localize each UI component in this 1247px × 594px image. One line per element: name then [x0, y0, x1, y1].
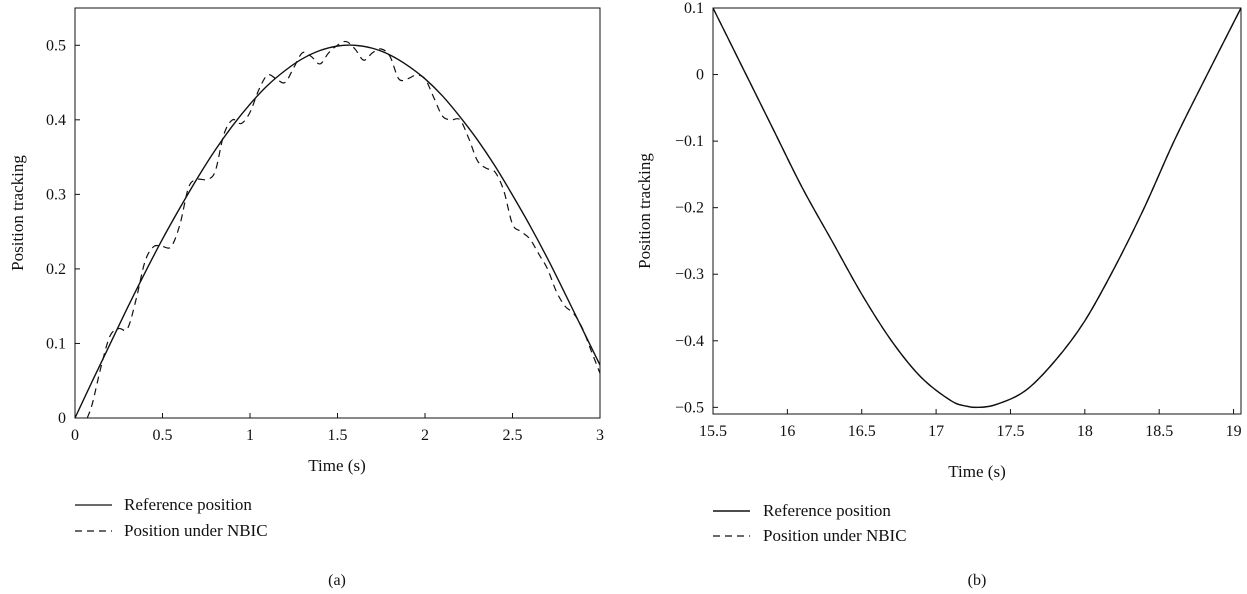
series-line-reference	[712, 7, 1242, 409]
x-tick-label: 1.5	[328, 427, 348, 444]
y-tick-label: −0.2	[675, 200, 704, 217]
legend-label-nbic: Position under NBIC	[124, 521, 268, 540]
x-tick-label: 18	[1077, 423, 1093, 440]
y-ticks: 0 0.1 0.2 0.3 0.4 0.5	[46, 37, 80, 427]
x-tick-label: 2.5	[503, 427, 523, 444]
x-ticks: 0 0.5 1 1.5 2 2.5 3	[71, 413, 604, 444]
y-tick-label: 0.1	[684, 0, 704, 17]
y-axis-label: Position tracking	[8, 155, 27, 271]
y-tick-label: −0.5	[675, 399, 704, 416]
x-tick-label: 17	[928, 423, 944, 440]
series-line-reference	[74, 44, 601, 419]
series-layer	[74, 40, 601, 419]
y-tick-label: 0.3	[46, 186, 66, 203]
legend-label-reference: Reference position	[124, 495, 252, 514]
legend: Reference position Position under NBIC	[75, 495, 268, 540]
x-tick-label: 1	[246, 427, 254, 444]
panel-label: (b)	[968, 572, 987, 589]
x-tick-label: 18.5	[1145, 423, 1173, 440]
chart-panel-b: 15.5 16 16.5 17 17.5 18 18.5 19 0.1 0 −0.1 −0.2 −0.…	[635, 0, 1242, 589]
x-tick-label: 2	[421, 427, 429, 444]
y-tick-label: 0	[696, 67, 704, 84]
y-tick-label: 0.4	[46, 112, 66, 129]
series-line-nbic	[712, 7, 1242, 408]
legend: Reference position Position under NBIC	[713, 501, 907, 545]
plot-frame	[712, 7, 1242, 415]
plot-frame	[74, 7, 601, 419]
series-layer	[712, 7, 1242, 409]
series-line-nbic	[86, 40, 601, 419]
y-tick-label: −0.1	[675, 133, 704, 150]
x-tick-label: 19	[1226, 423, 1242, 440]
y-tick-label: 0.1	[46, 335, 66, 352]
y-tick-label: −0.4	[675, 333, 704, 350]
legend-label-nbic: Position under NBIC	[763, 526, 907, 545]
legend-label-reference: Reference position	[763, 501, 891, 520]
panel-label: (a)	[328, 572, 346, 589]
x-axis-label: Time (s)	[948, 462, 1005, 481]
x-tick-label: 16.5	[848, 423, 876, 440]
y-tick-label: 0.5	[46, 37, 66, 54]
x-tick-label: 17.5	[996, 423, 1024, 440]
y-axis-label: Position tracking	[635, 153, 654, 269]
x-tick-label: 0	[71, 427, 79, 444]
x-tick-label: 15.5	[699, 423, 727, 440]
x-tick-label: 0.5	[153, 427, 173, 444]
y-tick-label: 0.2	[46, 261, 66, 278]
y-ticks: 0.1 0 −0.1 −0.2 −0.3 −0.4 −0.5	[675, 0, 718, 416]
x-tick-label: 3	[596, 427, 604, 444]
chart-panel-a: 0 0.5 1 1.5 2 2.5 3 00.10.20.30.40.5 Time (s) …	[8, 7, 604, 589]
y-tick-label: 0	[58, 410, 66, 427]
x-ticks: 15.5 16 16.5 17 17.5 18 18.5 19	[699, 409, 1242, 440]
x-tick-label: 16	[779, 423, 795, 440]
y-tick-label: −0.3	[675, 266, 704, 283]
x-axis-label: Time (s)	[308, 456, 365, 475]
